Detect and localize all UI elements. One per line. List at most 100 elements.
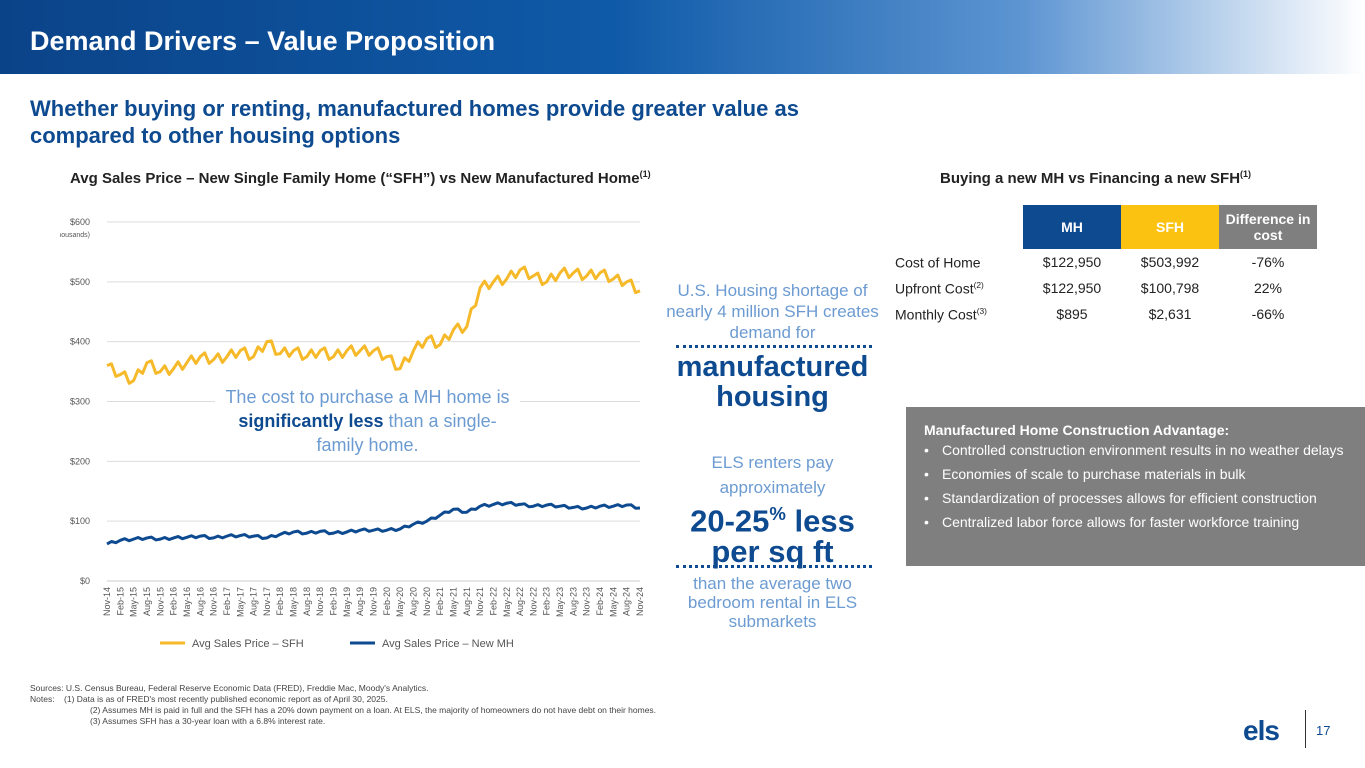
- y-tick-label: $0: [80, 576, 90, 586]
- x-tick-label: Aug-21: [462, 587, 472, 616]
- tail-text: than the average two bedroom rental in E…: [687, 574, 858, 631]
- x-tick-label: Nov-14: [102, 587, 112, 616]
- row-label-sup: (2): [973, 279, 984, 290]
- x-tick-label: Nov-15: [155, 587, 165, 616]
- x-tick-label: Aug-18: [302, 587, 312, 616]
- note-3: (3) Assumes SFH has a 30-year loan with …: [90, 716, 326, 726]
- x-tick-label: Feb-21: [435, 587, 445, 616]
- x-tick-label: May-16: [182, 587, 192, 617]
- row-label: Monthly Cost(3): [895, 301, 1023, 327]
- chart-title-text: Avg Sales Price – New Single Family Home…: [70, 170, 640, 187]
- x-tick-label: May-21: [448, 587, 458, 617]
- mh-value: $122,950: [1042, 280, 1102, 296]
- header-banner: Demand Drivers – Value Proposition: [0, 0, 1365, 74]
- table-title: Buying a new MH vs Financing a new SFH(1…: [940, 169, 1251, 187]
- x-tick-label: May-17: [235, 587, 245, 617]
- y-tick-label: $500: [70, 277, 90, 287]
- x-tick-label: Feb-24: [595, 587, 605, 616]
- x-tick-label: Nov-18: [315, 587, 325, 616]
- x-tick-label: Aug-20: [408, 587, 418, 616]
- x-tick-label: Feb-18: [275, 587, 285, 616]
- x-tick-label: Nov-24: [635, 587, 645, 616]
- page-number: 17: [1316, 723, 1331, 738]
- advantage-item: Standardization of processes allows for …: [924, 490, 1347, 507]
- difference-value: -66%: [1251, 306, 1285, 322]
- dotted-divider: [676, 565, 872, 568]
- x-tick-label: May-23: [555, 587, 565, 617]
- x-tick-label: Feb-20: [382, 587, 392, 616]
- difference-value: 22%: [1253, 280, 1283, 296]
- row-label-sup: (3): [976, 305, 987, 316]
- note-2: (2) Assumes MH is paid in full and the S…: [90, 705, 657, 715]
- row-label-text: Cost of Home: [895, 254, 981, 271]
- table-row: Monthly Cost(3) $895 $2,631 -66%: [895, 301, 1317, 327]
- mh-series-line: [106, 500, 641, 546]
- x-tick-label: Aug-15: [142, 587, 152, 616]
- empty-header: [895, 205, 1023, 249]
- chart-title: Avg Sales Price – New Single Family Home…: [70, 169, 651, 187]
- table-row: Upfront Cost(2) $122,950 $100,798 22%: [895, 275, 1317, 301]
- x-tick-label: Feb-16: [169, 587, 179, 616]
- dotted-divider: [676, 345, 872, 348]
- annotation-bold: significantly less: [238, 411, 384, 431]
- x-tick-label: Feb-15: [115, 587, 125, 616]
- x-tick-label: Aug-24: [622, 587, 632, 616]
- table-row: Cost of Home $122,950 $503,992 -76%: [895, 249, 1317, 275]
- y-tick-label: $200: [70, 456, 90, 466]
- y-tick-label: $100: [70, 516, 90, 526]
- annotation-post: than a single-family home.: [316, 411, 497, 455]
- less-per-sqft: less per sq ft: [711, 503, 855, 570]
- less-per-sqft-text: 20-25% less per sq ft: [665, 498, 880, 567]
- mh-value: $122,950: [1042, 254, 1102, 270]
- note-1: Notes: (1) Data is as of FRED's most rec…: [30, 694, 388, 704]
- x-tick-label: May-22: [502, 587, 512, 617]
- shortage-text: U.S. Housing shortage of nearly 4 millio…: [666, 281, 879, 342]
- x-tick-label: Aug-23: [568, 587, 578, 616]
- sources-note: Sources: U.S. Census Bureau, Federal Res…: [30, 683, 429, 693]
- x-tick-label: May-18: [289, 587, 299, 617]
- cost-comparison-table: MH SFH Difference in cost Cost of Home $1…: [895, 205, 1317, 327]
- x-tick-label: Aug-17: [249, 587, 259, 616]
- x-tick-label: Feb-17: [222, 587, 232, 616]
- chart-title-sup: (1): [639, 169, 651, 179]
- y-tick-label: $300: [70, 397, 90, 407]
- x-tick-label: Feb-22: [488, 587, 498, 616]
- mh-value: $895: [1056, 306, 1088, 322]
- sfh-value: $2,631: [1148, 306, 1192, 322]
- y-axis-label: (In thousands): [60, 232, 90, 239]
- subtitle: Whether buying or renting, manufactured …: [30, 96, 799, 148]
- y-tick-label: $600: [70, 217, 90, 227]
- x-tick-label: May-24: [608, 587, 618, 617]
- x-tick-label: May-15: [129, 587, 139, 617]
- x-tick-label: Feb-19: [329, 587, 339, 616]
- row-label: Cost of Home: [895, 249, 1023, 275]
- construction-advantage-box: Manufactured Home Construction Advantage…: [906, 407, 1365, 566]
- advantage-item: Economies of scale to purchase materials…: [924, 466, 1347, 483]
- table-title-text: Buying a new MH vs Financing a new SFH: [940, 170, 1241, 187]
- x-tick-label: Nov-19: [369, 587, 379, 616]
- row-label-text: Monthly Cost: [895, 306, 977, 323]
- header-sfh: SFH: [1121, 205, 1219, 249]
- chart-annotation: The cost to purchase a MH home is signif…: [215, 385, 520, 457]
- footer-divider: [1305, 710, 1306, 748]
- annotation-pre: The cost to purchase a MH home is: [225, 387, 510, 407]
- advantage-item: Centralized labor force allows for faste…: [924, 514, 1347, 531]
- y-tick-label: $400: [70, 337, 90, 347]
- footnotes: Sources: U.S. Census Bureau, Federal Res…: [30, 683, 656, 727]
- x-tick-label: Aug-16: [195, 587, 205, 616]
- x-tick-label: May-19: [342, 587, 352, 617]
- x-tick-label: Nov-23: [582, 587, 592, 616]
- header-difference: Difference in cost: [1219, 205, 1317, 249]
- els-logo: els: [1243, 715, 1280, 746]
- pct-sign: %: [769, 503, 786, 524]
- x-tick-label: Aug-22: [515, 587, 525, 616]
- line-chart: $0 $100 $200 $300 $400 $500 $600 (In thousands)…: [60, 217, 645, 650]
- x-tick-label: May-20: [395, 587, 405, 617]
- advantage-title: Manufactured Home Construction Advantage…: [924, 422, 1230, 438]
- x-tick-label: Aug-19: [355, 587, 365, 616]
- sfh-value: $100,798: [1140, 280, 1200, 296]
- advantage-item: Controlled construction environment resu…: [924, 442, 1347, 459]
- header-mh: MH: [1023, 205, 1121, 249]
- renters-text: ELS renters pay approximately: [711, 453, 834, 497]
- x-tick-label: Nov-22: [528, 587, 538, 616]
